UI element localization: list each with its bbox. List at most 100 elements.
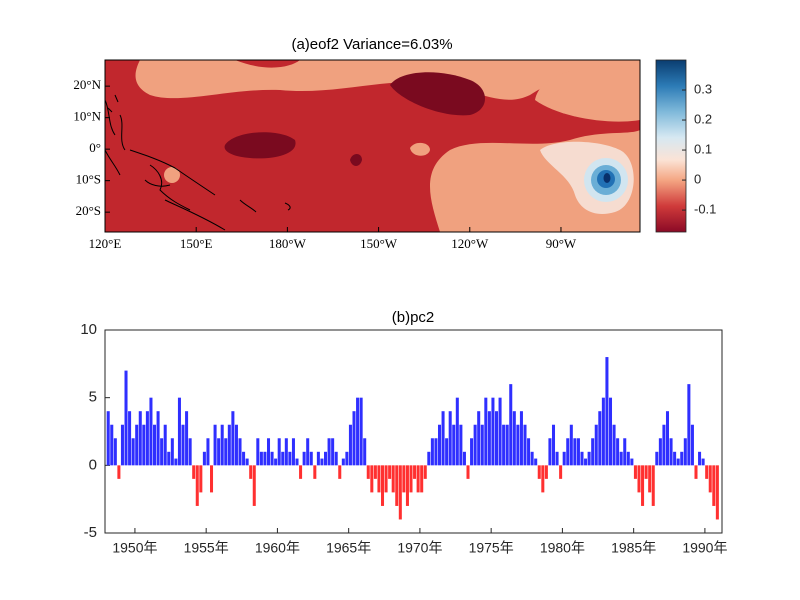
bar (316, 451, 320, 466)
bar (192, 465, 196, 479)
y-tick-label: 20°N (73, 77, 101, 92)
bar (352, 411, 356, 466)
bar (512, 411, 516, 466)
bar (395, 465, 399, 506)
bar (509, 384, 513, 466)
bar (651, 465, 655, 506)
bar (441, 411, 445, 466)
bar (673, 451, 677, 466)
bar (601, 397, 605, 466)
bar (573, 438, 577, 466)
bar (238, 438, 242, 466)
bar (202, 451, 206, 466)
bar (523, 424, 527, 466)
bar (584, 458, 588, 466)
bar (494, 411, 499, 466)
bar (299, 465, 303, 479)
bar (470, 438, 474, 466)
x-tick-label: 1955年 (184, 540, 229, 556)
y-tick-label: -5 (84, 524, 97, 541)
bar (413, 465, 417, 479)
x-tick-label: 1965年 (326, 540, 371, 556)
bar (605, 357, 609, 466)
bar (217, 438, 221, 466)
bar (466, 465, 470, 479)
bar (452, 424, 456, 466)
bar (323, 451, 328, 466)
x-tick-label: 1980年 (540, 540, 585, 556)
bar (562, 451, 566, 466)
bar (705, 465, 709, 479)
bar (537, 465, 541, 479)
bar (534, 458, 538, 466)
bar (420, 465, 424, 493)
bar (138, 411, 142, 466)
x-tick-label: 1950年 (112, 540, 157, 556)
bar (249, 465, 253, 479)
bar (687, 384, 691, 466)
x-tick-label: 150°E (180, 236, 213, 251)
colorbar (655, 59, 687, 233)
bar (391, 465, 395, 493)
bar (117, 465, 121, 479)
bar (227, 424, 231, 466)
colorbar-tick-label: -0.1 (694, 202, 716, 217)
bar (149, 397, 153, 466)
bar (284, 438, 288, 466)
bar (527, 438, 531, 466)
bar (680, 451, 684, 466)
bar (256, 438, 260, 466)
bar (623, 438, 627, 466)
bar (334, 451, 338, 466)
bar (309, 451, 313, 466)
bar (569, 424, 573, 466)
bar (295, 458, 299, 466)
bar (402, 465, 406, 493)
bar (683, 438, 687, 466)
x-tick-label: 120°E (89, 236, 122, 251)
bar (288, 451, 292, 466)
bar (662, 424, 666, 466)
bar (163, 424, 167, 466)
bar (430, 438, 434, 466)
bar (594, 424, 598, 466)
bar (213, 424, 217, 466)
bar (505, 424, 509, 466)
bar (448, 411, 452, 466)
bar (370, 465, 374, 493)
bar (655, 451, 659, 466)
bar (231, 411, 235, 466)
bar (544, 465, 548, 479)
x-tick-label: 1985年 (611, 540, 656, 556)
bar (477, 411, 481, 466)
bar-frame (104, 329, 723, 534)
bar (242, 451, 246, 466)
bar (259, 451, 263, 466)
bar (502, 424, 506, 466)
bar (633, 465, 637, 479)
bar (658, 438, 662, 466)
bar (281, 451, 285, 466)
bar (113, 438, 117, 466)
x-tick-label: 1990年 (682, 540, 727, 556)
bar (277, 438, 281, 466)
bar (434, 438, 438, 466)
bar (199, 465, 203, 493)
bar (459, 424, 463, 466)
bar (210, 465, 214, 493)
bar (356, 397, 360, 466)
bar (366, 465, 370, 479)
bar (234, 424, 238, 466)
bar (551, 424, 556, 466)
bar (498, 397, 502, 466)
bar (106, 411, 110, 466)
bar (480, 424, 484, 466)
bar (120, 424, 124, 466)
bar (608, 397, 613, 466)
bar (641, 465, 645, 506)
bar (145, 411, 149, 466)
y-tick-label: 20°S (76, 203, 101, 218)
bar (348, 424, 352, 466)
bar (128, 411, 132, 466)
bar (135, 424, 139, 466)
